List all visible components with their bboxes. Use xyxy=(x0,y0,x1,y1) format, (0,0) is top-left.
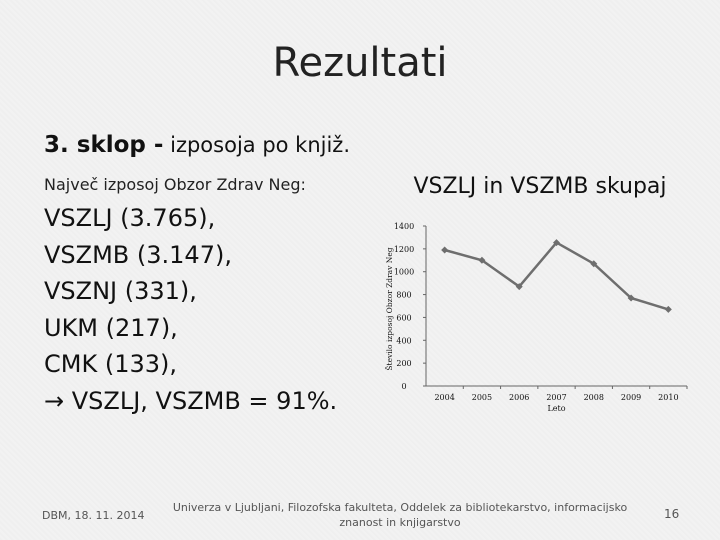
line-chart: 0 200 400 600 800 1000 1200 1400 2004 2005 2006 200… xyxy=(385,222,688,413)
y-tick-label: 600 xyxy=(396,313,411,322)
library-list: VSZLJ (3.765), VSZMB (3.147), VSZNJ (331… xyxy=(44,200,337,419)
data-point xyxy=(441,246,449,254)
x-tick-label: 2006 xyxy=(509,393,529,402)
series-line xyxy=(444,240,669,311)
chart-title: VSZLJ in VSZMB skupaj xyxy=(413,174,667,199)
list-item: CMK (133), xyxy=(44,350,177,378)
subheading: Največ izposoj Obzor Zdrav Neg: xyxy=(44,175,306,194)
slide-title: Rezultati xyxy=(272,40,448,86)
section-heading-bold: 3. sklop - xyxy=(44,132,164,158)
footer-date: DBM, 18. 11. 2014 xyxy=(42,509,145,522)
y-tick-label: 200 xyxy=(396,359,411,368)
x-tick-label: 2010 xyxy=(658,393,678,402)
list-item: → VSZLJ, VSZMB = 91%. xyxy=(44,386,338,415)
y-tick-label: 1200 xyxy=(394,245,414,254)
y-tick-label: 1000 xyxy=(394,268,414,277)
data-point xyxy=(590,260,598,268)
footer-institution: Univerza v Ljubljani, Filozofska fakulte… xyxy=(172,501,628,529)
x-tick-label: 2007 xyxy=(546,393,566,402)
page-number: 16 xyxy=(664,507,680,521)
y-tick-label: 400 xyxy=(396,336,411,345)
y-axis-title: Število izposoj Obzor Zdrav Neg xyxy=(385,247,394,370)
x-tick-label: 2009 xyxy=(621,393,641,402)
list-item: VSZMB (3.147), xyxy=(44,240,232,269)
y-tick-label: 0 xyxy=(401,382,406,391)
x-tick-label: 2005 xyxy=(472,393,492,402)
data-point xyxy=(515,283,523,291)
y-tick-label: 1400 xyxy=(394,222,414,231)
x-tick-label: 2008 xyxy=(584,393,604,402)
section-heading-rest: izposoja po knjiž. xyxy=(163,133,351,157)
x-axis-title: Leto xyxy=(547,404,565,413)
x-tick-label: 2004 xyxy=(434,393,454,402)
list-item: VSZLJ (3.765), xyxy=(44,204,216,232)
data-point xyxy=(553,239,560,247)
list-item: VSZNJ (331), xyxy=(44,277,197,305)
data-point xyxy=(664,305,672,313)
data-point xyxy=(478,256,486,264)
chart-layer: 0 200 400 600 800 1000 1200 1400 2004 2005 2006 200… xyxy=(385,222,688,413)
list-item: UKM (217), xyxy=(44,313,178,342)
y-tick-label: 800 xyxy=(396,291,411,300)
data-point xyxy=(627,294,635,302)
section-heading: 3. sklop - izposoja po knjiž. xyxy=(44,132,350,158)
